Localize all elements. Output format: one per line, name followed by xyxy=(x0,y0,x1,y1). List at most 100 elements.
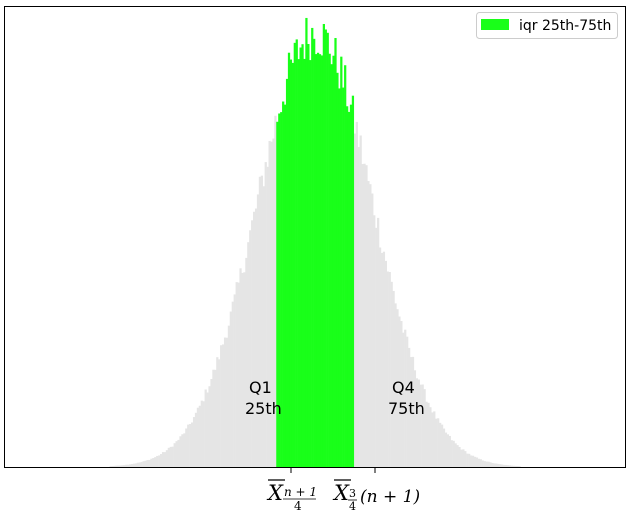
iqr-bar xyxy=(297,59,300,467)
histogram-bar xyxy=(140,461,143,467)
legend-box xyxy=(476,12,618,39)
histogram-bar xyxy=(388,272,391,467)
histogram-bar xyxy=(361,164,364,467)
iqr-bar xyxy=(299,47,302,468)
iqr-bar xyxy=(295,39,298,468)
histogram-bar xyxy=(456,445,459,467)
histogram-bar xyxy=(233,294,236,467)
iqr-bar xyxy=(291,62,294,468)
histogram-bar xyxy=(473,456,477,467)
histogram-bar xyxy=(458,446,461,467)
iqr-bar xyxy=(330,64,333,467)
histogram-bar xyxy=(127,464,130,467)
histogram-bar xyxy=(272,138,275,468)
histogram-bar xyxy=(247,242,250,467)
histogram-bar xyxy=(452,440,455,467)
histogram-bar xyxy=(514,465,517,467)
iqr-bar xyxy=(338,88,341,467)
histogram-bar xyxy=(355,121,358,467)
histogram-bar xyxy=(510,465,513,467)
iqr-bar xyxy=(287,52,291,467)
iqr-bar xyxy=(282,101,285,467)
iqr-bar xyxy=(334,38,337,467)
histogram-bar xyxy=(437,418,440,467)
histogram-bar xyxy=(258,176,262,467)
histogram-bar xyxy=(353,133,356,467)
histogram-bar xyxy=(241,272,244,467)
histogram-bar xyxy=(501,464,504,467)
histogram-bar xyxy=(508,465,511,467)
histogram-bar xyxy=(150,458,153,467)
histogram-bar xyxy=(129,464,132,467)
histogram-bar xyxy=(229,311,232,467)
histogram-bar xyxy=(165,450,169,467)
histogram-bar xyxy=(198,405,201,467)
histogram-bar xyxy=(512,465,515,467)
histogram-bar xyxy=(373,215,376,467)
iqr-bar xyxy=(289,59,293,467)
histogram-bar xyxy=(359,135,362,467)
histogram-bar xyxy=(262,186,265,467)
histogram-bar xyxy=(200,400,203,467)
histogram-bar xyxy=(216,357,219,467)
histogram-bar xyxy=(169,446,172,467)
histogram-bar xyxy=(167,447,170,467)
histogram-bar xyxy=(483,461,486,467)
histogram-bar xyxy=(204,389,207,467)
histogram-bar xyxy=(423,389,426,467)
histogram-bar xyxy=(208,386,211,467)
histogram-bar xyxy=(260,175,263,468)
plot-frame xyxy=(4,6,626,468)
histogram-bar xyxy=(377,217,380,467)
histogram-bar xyxy=(411,356,415,467)
histogram-bar xyxy=(235,282,238,467)
iqr-bar xyxy=(276,121,279,468)
annotation-q4: Q4 75th xyxy=(388,378,425,418)
histogram-bar xyxy=(115,465,118,467)
histogram-bar xyxy=(212,369,215,467)
annotation-q1: Q1 25th xyxy=(245,378,282,418)
iqr-bar xyxy=(301,44,304,467)
svg-text:Q4: Q4 xyxy=(392,378,415,397)
histogram-bar xyxy=(369,184,372,468)
histogram-bar xyxy=(192,417,196,467)
histogram-bar xyxy=(161,452,165,467)
iqr-bar xyxy=(326,32,329,468)
histogram-bar xyxy=(179,436,182,467)
histogram-bar xyxy=(181,434,184,467)
histogram-bar xyxy=(363,163,366,468)
histogram-bar xyxy=(237,282,240,467)
x-tick-label-q1: X n + 1 4 xyxy=(266,479,317,513)
histogram-bar xyxy=(516,466,519,467)
histogram-bar xyxy=(429,407,432,467)
histogram-bar xyxy=(380,252,384,467)
histogram-bar xyxy=(136,462,139,467)
legend-label-iqr: iqr 25th-75th xyxy=(519,18,611,34)
iqr-bar xyxy=(280,112,283,468)
histogram-bar xyxy=(471,455,475,467)
histogram-bar xyxy=(419,384,422,467)
histogram-bar xyxy=(121,465,124,467)
histogram-bar xyxy=(371,193,374,467)
histogram-bar xyxy=(406,336,409,467)
histogram-bar xyxy=(446,434,449,467)
iqr-bar xyxy=(293,42,296,467)
histogram-bar xyxy=(253,211,256,467)
histogram-bar xyxy=(431,412,434,467)
histogram-bar xyxy=(425,401,428,467)
histogram-bar xyxy=(119,465,122,467)
svg-text:X: X xyxy=(332,481,350,505)
histogram-bar xyxy=(386,271,389,467)
histogram-bar xyxy=(142,461,145,467)
iqr-bar xyxy=(315,54,318,468)
iqr-bar xyxy=(309,60,312,467)
iqr-bar xyxy=(278,113,281,467)
histogram-bar xyxy=(268,140,271,467)
histogram-bar xyxy=(220,345,223,467)
histogram-bar xyxy=(111,466,114,467)
histogram-bar xyxy=(392,290,395,467)
histogram-bar xyxy=(239,268,242,467)
histogram-bar xyxy=(396,309,399,467)
histogram-bar xyxy=(506,465,510,467)
histogram-bar xyxy=(249,230,252,467)
